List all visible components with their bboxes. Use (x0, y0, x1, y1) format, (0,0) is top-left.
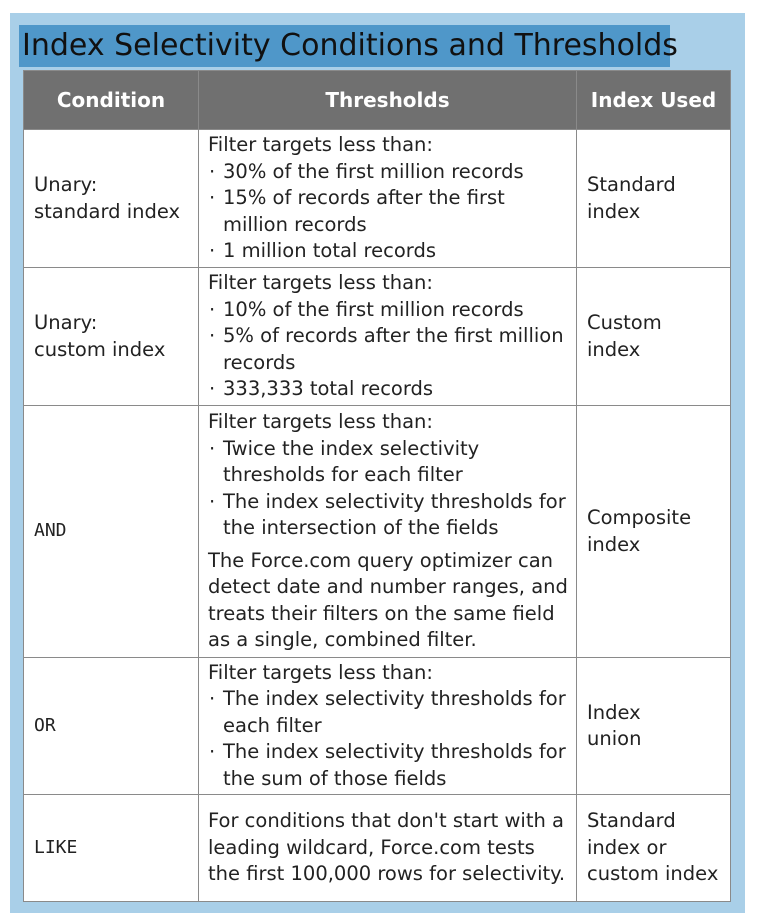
thresholds-intro: Filter targets less than: (208, 410, 433, 434)
bullet-icon: · (209, 740, 216, 764)
list-item: · 15% of records after the first million … (209, 186, 505, 236)
condition-cell: AND (23, 405, 199, 658)
index-line: index (587, 199, 641, 223)
condition-line: Unary: (34, 173, 98, 196)
index-line: custom index (587, 862, 719, 886)
list-item: · 10% of the first million records (208, 297, 572, 324)
title-highlight (19, 25, 670, 67)
bullet-icon: · (209, 186, 216, 210)
thresholds-intro: Filter targets less than: (208, 271, 433, 295)
index-used-cell: Standard index (576, 129, 731, 268)
thresholds-cell: Filter targets less than: · 10% of the fi… (198, 267, 577, 406)
table-row: AND Filter targets less than: · Twice the… (23, 405, 731, 658)
thresholds-list: · Twice the index selectivity thresholds … (208, 436, 572, 542)
condition-cell: Unary: standard index (23, 129, 199, 268)
list-item: · 333,333 total records (208, 376, 572, 403)
page-title: Index Selectivity Conditions and Thresho… (22, 28, 678, 63)
condition-line: Unary: (34, 311, 98, 334)
thresholds-intro: Filter targets less than: (208, 133, 433, 157)
selectivity-table: Condition Thresholds Index Used Unary: s… (23, 70, 731, 902)
header-condition: Condition (23, 70, 199, 130)
thresholds-note: The Force.com query optimizer can detect… (208, 548, 568, 652)
thresholds-cell: Filter targets less than: · 30% of the fi… (198, 129, 577, 268)
thresholds-list: · The index selectivity thresholds for ea… (208, 686, 572, 792)
index-line: Index (587, 700, 641, 724)
index-used-cell: Custom index (576, 267, 731, 406)
index-line: index (587, 337, 641, 361)
list-item: · The index selectivity thresholds for ea… (209, 687, 566, 737)
thresholds-cell: Filter targets less than: · Twice the ind… (198, 405, 577, 658)
bullet-icon: · (209, 436, 216, 460)
index-line: index or (587, 835, 667, 859)
condition-line: custom index (34, 337, 166, 361)
bullet-icon: · (209, 324, 216, 348)
header-thresholds: Thresholds (198, 70, 577, 130)
bullet-icon: · (209, 297, 216, 321)
condition-cell: LIKE (23, 794, 199, 902)
index-used-cell: Index union (576, 657, 731, 795)
bullet-icon: · (209, 489, 216, 513)
thresholds-list: · 10% of the first million records · 5% of… (208, 297, 572, 403)
index-used-cell: Composite index (576, 405, 731, 658)
list-item: · The index selectivity thresholds for th… (209, 740, 566, 790)
list-item: · 30% of the first million records (208, 159, 572, 186)
index-line: Standard (587, 173, 676, 196)
thresholds-list: · 30% of the first million records · 15% o… (208, 159, 572, 265)
condition-cell: Unary: custom index (23, 267, 199, 406)
bullet-icon: · (209, 159, 216, 183)
list-item: · The index selectivity thresholds for th… (209, 489, 566, 540)
list-item: · Twice the index selectivity thresholds … (209, 436, 480, 487)
header-index-used: Index Used (576, 70, 731, 130)
table-row: Unary: standard index Filter targets les… (23, 129, 731, 268)
bullet-icon: · (209, 687, 216, 711)
table-row: Unary: custom index Filter targets less … (23, 267, 731, 406)
index-used-cell: Standard index or custom index (576, 794, 731, 902)
table-row: LIKE For conditions that don't start wit… (23, 794, 731, 902)
index-line: union (587, 727, 642, 750)
thresholds-intro: Filter targets less than: (208, 660, 433, 684)
condition-line: standard index (34, 199, 181, 223)
header-row: Condition Thresholds Index Used (23, 70, 731, 130)
index-line: index (587, 532, 641, 556)
bullet-icon: · (209, 239, 216, 263)
index-line: Custom (587, 311, 662, 334)
list-item: · 5% of records after the first million r… (209, 324, 564, 374)
list-item: · 1 million total records (208, 238, 572, 265)
table-row: OR Filter targets less than: · The index … (23, 657, 731, 795)
thresholds-cell: Filter targets less than: · The index sel… (198, 657, 577, 795)
bullet-icon: · (209, 377, 216, 401)
thresholds-cell: For conditions that don't start with a l… (198, 794, 577, 902)
index-line: Composite (587, 506, 692, 529)
condition-cell: OR (23, 657, 199, 795)
index-line: Standard (587, 809, 676, 833)
